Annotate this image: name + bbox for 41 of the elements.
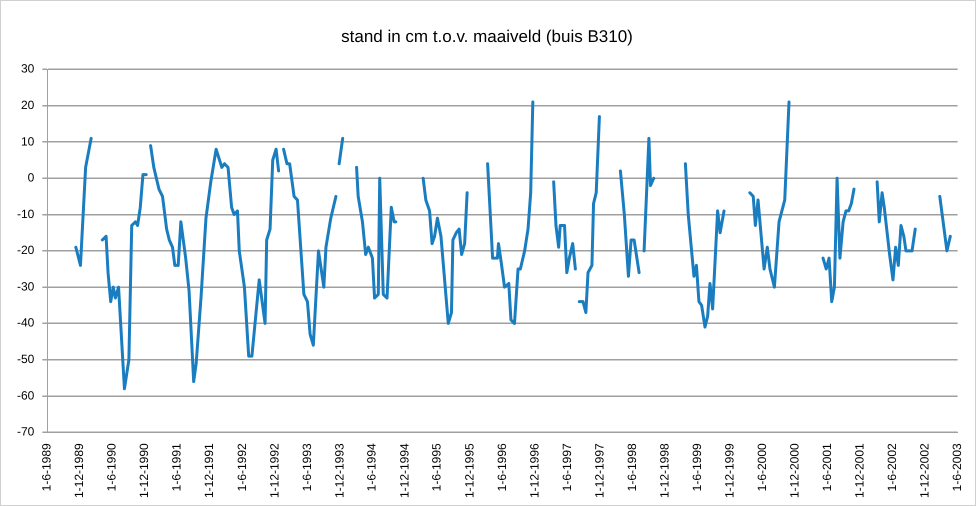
x-tick-label: 1-6-2003 — [950, 442, 964, 492]
y-tick-label: -40 — [17, 316, 35, 330]
y-tick-label: -30 — [17, 279, 35, 294]
x-tick-label: 1-6-2000 — [754, 442, 769, 492]
y-tick-label: 20 — [20, 98, 35, 112]
x-tick-label: 1-6-2001 — [820, 442, 834, 492]
x-tick-label: 1-6-1991 — [170, 442, 184, 492]
x-tick-label: 1-12-2001 — [852, 442, 867, 498]
x-tick-label: 1-6-1998 — [624, 442, 639, 492]
x-tick-label: 1-12-1999 — [722, 442, 736, 498]
x-tick-label: 1-12-1990 — [137, 442, 152, 498]
y-tick-label: -60 — [17, 388, 35, 402]
x-tick-label: 1-6-1992 — [234, 442, 249, 492]
x-tick-label: 1-12-1997 — [592, 442, 606, 498]
x-tick-label: 1-6-1996 — [494, 442, 509, 492]
x-tick-label: 1-6-1990 — [104, 442, 119, 492]
x-tick-label: 1-6-1997 — [560, 442, 574, 492]
x-tick-label: 1-6-1993 — [300, 442, 314, 492]
x-tick-label: 1-6-1994 — [364, 442, 379, 492]
x-tick-label: 1-12-1996 — [527, 442, 542, 498]
x-tick-label: 1-6-1989 — [40, 442, 54, 492]
y-tick-label: -10 — [17, 206, 35, 221]
x-tick-label: 1-12-1992 — [267, 442, 282, 498]
x-tick-label: 1-6-2002 — [884, 442, 899, 492]
x-tick-label: 1-12-1991 — [202, 442, 216, 498]
x-tick-label: 1-6-1999 — [690, 442, 704, 492]
x-tick-label: 1-12-1994 — [397, 442, 412, 498]
x-tick-label: 1-6-1995 — [430, 442, 444, 492]
x-tick-label: 1-12-2002 — [918, 442, 932, 498]
x-tick-label: 1-12-1995 — [462, 442, 476, 498]
x-tick-label: 1-12-1989 — [72, 442, 86, 498]
y-tick-label: -50 — [17, 352, 35, 366]
y-tick-label: 30 — [20, 62, 35, 76]
y-tick-label: -70 — [17, 424, 35, 439]
chart-title: stand in cm t.o.v. maaiveld (buis B310) — [341, 26, 633, 46]
x-tick-label: 1-12-2000 — [788, 442, 802, 498]
x-tick-label: 1-12-1998 — [657, 442, 672, 498]
y-tick-label: 10 — [20, 134, 35, 148]
y-tick-label: -20 — [17, 243, 35, 258]
x-tick-label: 1-12-1993 — [332, 442, 346, 498]
y-tick-label: 0 — [28, 170, 35, 185]
